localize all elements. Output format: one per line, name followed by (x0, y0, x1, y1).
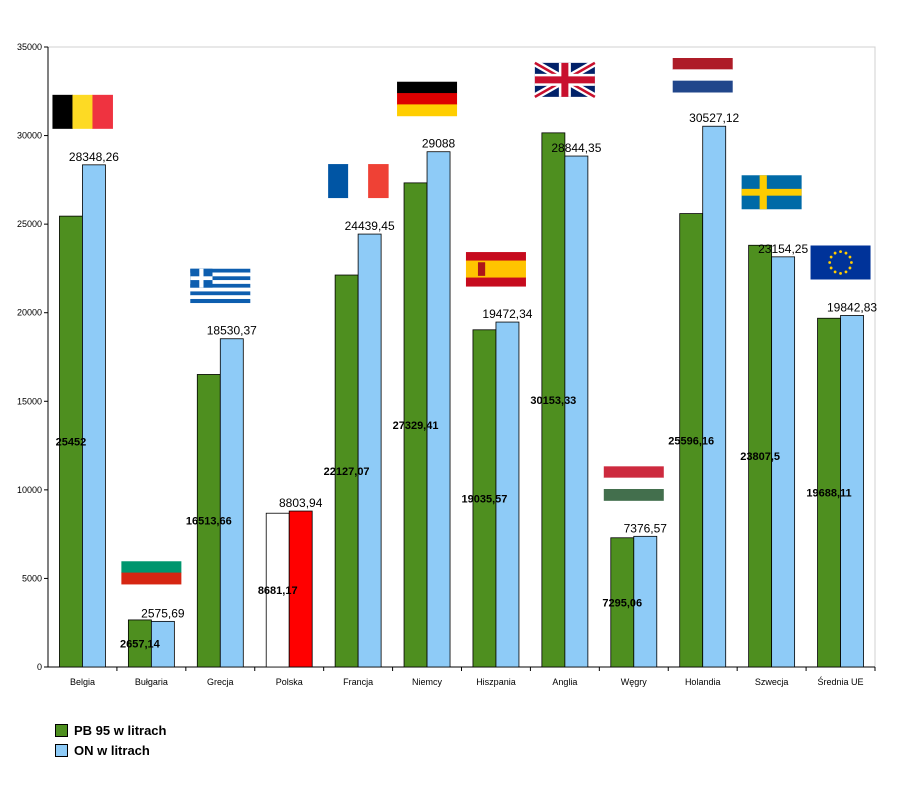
category-label-hiszpania: Hiszpania (476, 677, 516, 687)
legend-item-on: ON w litrach (55, 740, 166, 760)
y-tick-label: 30000 (17, 131, 42, 141)
category-label-holandia: Holandia (685, 677, 721, 687)
value-label-on-grecja: 18530,37 (207, 324, 257, 338)
uk-flag-icon (533, 59, 597, 100)
legend-label-pb95: PB 95 w litrach (74, 722, 167, 738)
bar-on-niemcy (426, 151, 451, 668)
bar-on-belgia (82, 164, 106, 668)
y-tick-label: 35000 (17, 42, 42, 52)
eu-flag-icon (810, 245, 871, 280)
y-tick-label: 10000 (17, 485, 42, 495)
value-label-on-polska: 8803,94 (279, 496, 323, 510)
bar-on-francja (357, 233, 382, 668)
greece-flag-icon (190, 268, 251, 304)
bar-on-srednia-ue (840, 315, 864, 668)
value-label-pb95-polska: 8681,17 (258, 585, 298, 597)
legend-swatch-pb95 (55, 723, 68, 737)
value-label-on-szwecja: 23154,25 (758, 242, 808, 256)
value-label-pb95-srednia-ue: 19688,11 (806, 488, 851, 500)
category-label-francja: Francja (343, 677, 373, 687)
legend-label-on: ON w litrach (74, 742, 150, 758)
bar-on-szwecja (771, 256, 796, 668)
value-label-pb95-niemcy: 27329,41 (393, 420, 439, 432)
bar-on-grecja (219, 338, 244, 668)
legend-swatch-on (55, 743, 68, 757)
value-label-on-hiszpania: 19472,34 (482, 307, 532, 321)
y-tick-label: 15000 (17, 396, 42, 406)
value-label-on-bulgaria: 2575,69 (141, 606, 185, 620)
value-label-pb95-grecja: 16513,66 (186, 516, 232, 528)
bar-on-bulgaria (150, 620, 175, 668)
value-label-on-francja: 24439,45 (345, 219, 395, 233)
legend: PB 95 w litrach ON w litrach (55, 720, 166, 760)
value-label-on-belgia: 28348,26 (69, 150, 119, 164)
category-label-srednia-ue: Średnia UE (818, 676, 864, 687)
category-label-polska: Polska (276, 677, 303, 687)
category-label-wegry: Węgry (621, 677, 648, 687)
value-label-pb95-szwecja: 23807,5 (740, 451, 780, 463)
value-label-pb95-hiszpania: 19035,57 (462, 493, 508, 505)
value-label-on-wegry: 7376,57 (624, 521, 668, 535)
sweden-flag-icon (741, 175, 802, 210)
value-label-pb95-bulgaria: 2657,14 (120, 638, 161, 650)
value-label-pb95-francja: 22127,07 (324, 466, 370, 478)
category-label-bulgaria: Bułgaria (135, 677, 168, 687)
value-label-pb95-holandia: 25596,16 (668, 435, 714, 447)
y-tick-label: 0 (37, 662, 42, 672)
category-label-grecja: Grecja (207, 677, 234, 687)
bar-on-anglia (564, 155, 589, 668)
value-label-on-anglia: 28844,35 (551, 141, 601, 155)
category-label-belgia: Belgia (70, 677, 95, 687)
legend-item-pb95: PB 95 w litrach (55, 720, 166, 740)
value-label-pb95-wegry: 7295,06 (602, 597, 642, 609)
category-label-szwecja: Szwecja (755, 677, 789, 687)
value-label-pb95-anglia: 30153,33 (530, 395, 576, 407)
hungary-flag-icon (603, 466, 664, 501)
value-label-on-holandia: 30527,12 (689, 111, 739, 125)
belgium-flag-icon (52, 94, 113, 129)
y-tick-label: 5000 (22, 573, 42, 583)
category-label-niemcy: Niemcy (412, 677, 443, 687)
bar-on-holandia (702, 125, 727, 668)
bar-on-hiszpania (495, 321, 520, 668)
category-label-anglia: Anglia (552, 677, 577, 687)
value-label-on-srednia-ue: 19842,83 (827, 300, 877, 314)
y-tick-label: 25000 (17, 219, 42, 229)
bulgaria-flag-icon (121, 549, 182, 585)
value-label-pb95-belgia: 25452 (56, 437, 87, 449)
netherlands-flag-icon (672, 58, 733, 93)
value-label-on-niemcy: 29088 (422, 137, 456, 151)
france-flag-icon (328, 164, 389, 199)
bar-on-wegry (633, 535, 658, 668)
germany-flag-icon (397, 81, 458, 117)
spain-flag-icon (465, 252, 526, 287)
y-tick-label: 20000 (17, 308, 42, 318)
bar-on-polska (288, 510, 313, 668)
